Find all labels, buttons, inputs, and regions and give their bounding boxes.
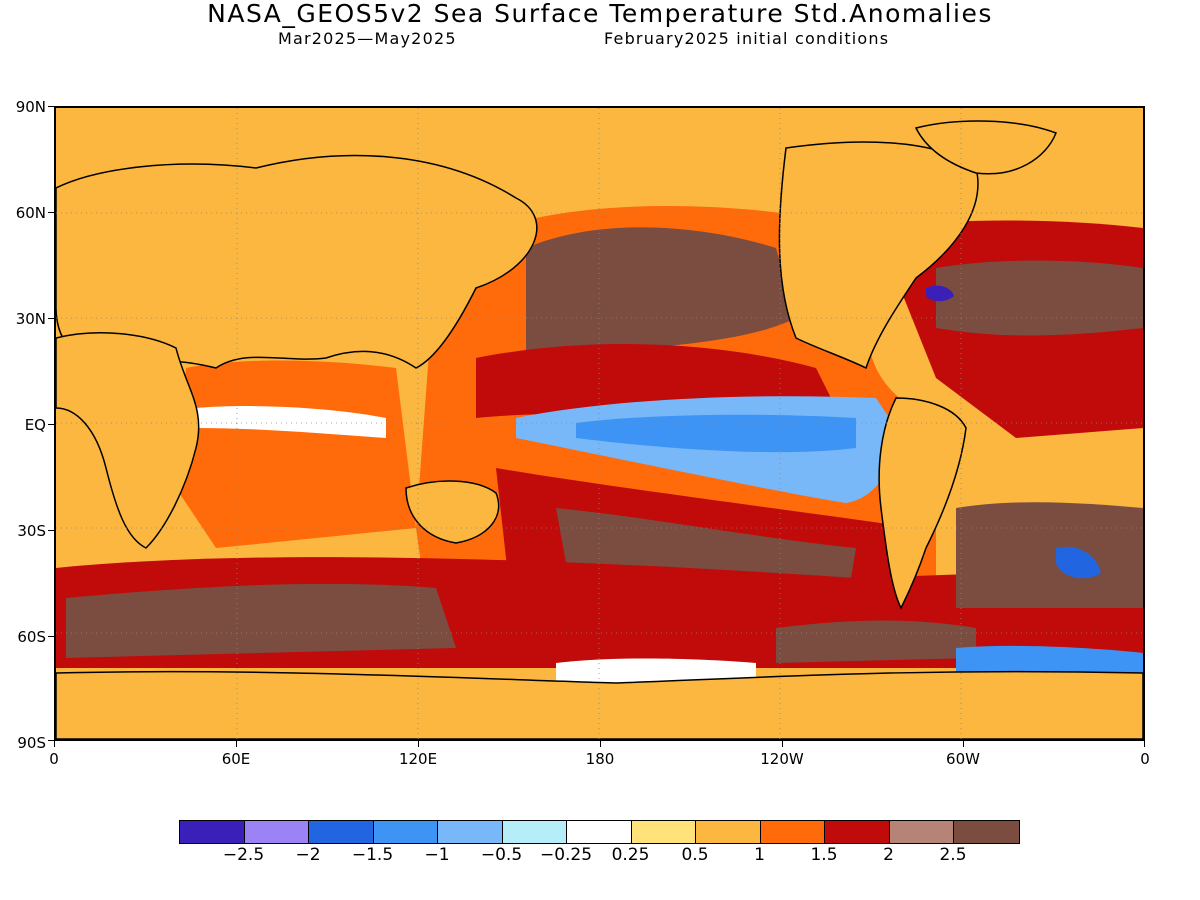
lon-tick [600, 741, 601, 747]
lat-tick-label: 60N [15, 204, 46, 222]
lat-tick-label: 30S [17, 522, 46, 540]
colorbar-swatch [180, 821, 245, 843]
colorbar-label: −1.5 [351, 845, 394, 865]
initial-conditions: February2025 initial conditions [604, 29, 890, 48]
map-canvas [56, 108, 1143, 739]
colorbar-swatch [567, 821, 632, 843]
colorbar-swatch [825, 821, 890, 843]
lon-tick-label: 60W [946, 750, 980, 768]
gridlines [56, 108, 1143, 739]
colorbar-label: −2.5 [222, 845, 265, 865]
lat-tick [48, 740, 54, 741]
lon-tick-label: 180 [585, 750, 615, 768]
lon-tick [54, 741, 55, 747]
chart-title: NASA_GEOS5v2 Sea Surface Temperature Std… [207, 0, 993, 28]
lon-tick-label: 60E [221, 750, 251, 768]
colorbar-swatch [631, 821, 696, 843]
ocean-anomaly-field [56, 206, 1143, 698]
greenland [914, 120, 1057, 175]
colorbar-swatch [373, 821, 438, 843]
colorbar-swatch [502, 821, 567, 843]
colorbar-swatch [438, 821, 503, 843]
colorbar-label: −2 [295, 845, 321, 865]
lat-tick-label: 90N [15, 98, 46, 116]
lon-tick [418, 741, 419, 747]
sst-anomaly-map [54, 106, 1145, 741]
africa [56, 332, 200, 549]
south-atlantic-warm [956, 502, 1143, 608]
gulf-stream-cold-spot [926, 285, 954, 302]
lat-tick-label: 30N [15, 310, 46, 328]
lon-tick [236, 741, 237, 747]
cold-tongue-core [576, 414, 856, 453]
australia [405, 480, 500, 544]
lon-tick-label: 0 [49, 750, 59, 768]
colorbar-swatch [954, 821, 1019, 843]
lon-tick [782, 741, 783, 747]
lat-tick [48, 106, 54, 107]
colorbar-label: 0.25 [611, 845, 650, 865]
colorbar-label: 2 [883, 845, 894, 865]
colorbar-swatch [889, 821, 954, 843]
southern-pacific-warm [776, 620, 976, 663]
north-pacific-anomaly [526, 227, 796, 358]
lat-tick-label: 60S [17, 628, 46, 646]
continents [56, 120, 1143, 739]
lon-tick-label: 0 [1140, 750, 1150, 768]
lon-tick-label: 120E [398, 750, 438, 768]
lat-tick [48, 530, 54, 531]
colorbar-swatch [760, 821, 825, 843]
lon-tick [1144, 741, 1145, 747]
lat-tick-label: 90S [17, 734, 46, 752]
indian-ocean-region [176, 360, 416, 548]
south-atlantic-cold-spot [1056, 546, 1101, 579]
colorbar-label: −0.25 [539, 845, 593, 865]
colorbar-swatch [244, 821, 309, 843]
indian-ocean-neutral [196, 406, 386, 438]
southern-indian-warm [66, 583, 456, 658]
forecast-period: Mar2025—May2025 [278, 29, 457, 48]
antarctica [56, 670, 1143, 739]
colorbar-label: −0.5 [480, 845, 523, 865]
colorbar-label: 2.5 [939, 845, 967, 865]
lat-tick-label: EQ [24, 416, 46, 434]
lat-tick [48, 424, 54, 425]
colorbar-label: 1.5 [810, 845, 838, 865]
colorbar-swatch [696, 821, 761, 843]
lat-tick [48, 318, 54, 319]
south-america [878, 397, 967, 610]
lat-tick [48, 212, 54, 213]
north-atlantic-warm [936, 260, 1143, 336]
lon-tick [963, 741, 964, 747]
colorbar-label: 1 [754, 845, 765, 865]
lat-tick [48, 636, 54, 637]
colorbar-label: 0.5 [681, 845, 709, 865]
lon-tick-label: 120W [760, 750, 804, 768]
colorbar [179, 820, 1020, 844]
colorbar-swatch [309, 821, 374, 843]
colorbar-label: −1 [424, 845, 450, 865]
